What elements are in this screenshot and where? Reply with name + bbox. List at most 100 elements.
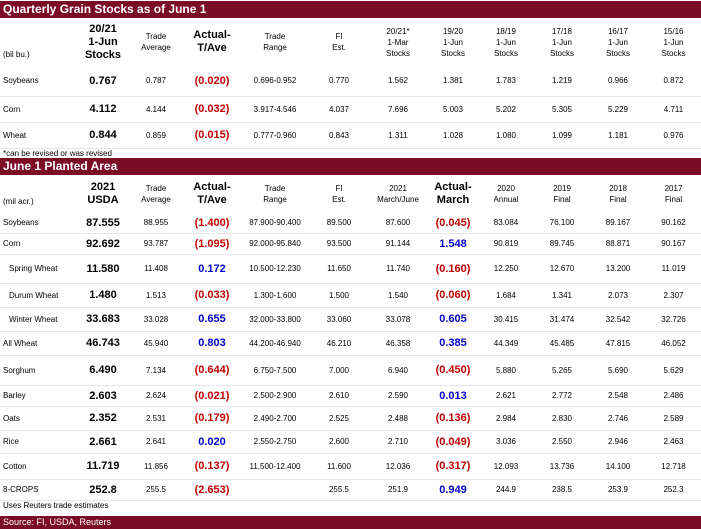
planted-cell: [240, 479, 310, 501]
planted-cell: 255.5: [128, 479, 184, 501]
stocks-cell: 1.181: [590, 122, 646, 149]
planted-cell: 2.490-2.700: [240, 406, 310, 431]
planted-cell: 90.162: [646, 213, 701, 234]
planted-cell: 1.548: [428, 233, 478, 255]
stocks-row-label: Soybeans: [0, 66, 78, 97]
planted-header-line: (mil acr.): [3, 197, 34, 206]
planted-cell: 12.036: [368, 453, 428, 480]
planted-cell: 255.5: [310, 479, 368, 501]
stocks-header-row: (bil bu.) 20/21 1-Jun Stocks Trade Average Act…: [0, 18, 701, 66]
planted-cell: 76.100: [534, 213, 590, 234]
planted-cell: 2.525: [310, 406, 368, 431]
stocks-header-line: 20/21: [89, 22, 117, 35]
stocks-cell: (0.015): [184, 122, 240, 149]
stocks-cell: 5.305: [534, 96, 590, 123]
planted-row-label: Winter Wheat: [0, 307, 78, 332]
stocks-row-label: Corn: [0, 96, 78, 123]
planted-row-label: Sorghum: [0, 355, 78, 386]
stocks-row-label: Wheat: [0, 122, 78, 149]
planted-cell: 12.250: [478, 254, 534, 284]
planted-cell: 33.060: [310, 307, 368, 332]
planted-cell: 0.385: [428, 331, 478, 356]
planted-cell: 12.093: [478, 453, 534, 480]
planted-cell: 46.052: [646, 331, 701, 356]
planted-header-line: Annual: [493, 195, 519, 204]
planted-cell: 2.772: [534, 385, 590, 407]
stocks-note: *can be revised or was revised: [3, 148, 112, 158]
planted-row: Oats 2.352 2.531 (0.179) 2.490-2.700 2.525 2.4…: [0, 406, 701, 431]
planted-cell: 32.726: [646, 307, 701, 332]
planted-header-line: Range: [263, 195, 287, 204]
planted-header-line: 2021: [90, 181, 116, 193]
planted-row: Barley 2.603 2.624 (0.021) 2.500-2.900 2.610 2…: [0, 385, 701, 407]
planted-cell: (0.021): [184, 385, 240, 407]
stocks-cell: 7.696: [368, 96, 428, 123]
stocks-cell: 0.872: [646, 66, 701, 97]
planted-cell: 0.013: [428, 385, 478, 407]
planted-cell: (0.179): [184, 406, 240, 431]
planted-cell: 1.500: [310, 283, 368, 308]
planted-title-bar: June 1 Planted Area: [0, 158, 701, 175]
planted-cell: 90.167: [646, 233, 701, 255]
source-bar: Source: FI, USDA, Reuters: [0, 516, 701, 529]
planted-header-cell: Trade Range: [240, 175, 310, 213]
planted-header-line: Final: [664, 195, 683, 204]
planted-cell: 3.036: [478, 430, 534, 454]
stocks-header-cell: 20/21 1-Jun Stocks: [78, 18, 128, 66]
stocks-header-line: 1-Jun: [88, 35, 118, 48]
planted-cell: 11.719: [78, 453, 128, 480]
planted-cell: 45.940: [128, 331, 184, 356]
planted-cell: 87.555: [78, 213, 128, 234]
planted-note-row: Uses Reuters trade estimates: [0, 500, 701, 511]
stocks-cell: 4.112: [78, 96, 128, 123]
planted-header-cell: 2017 Final: [646, 175, 701, 213]
stocks-header-line: Stocks: [385, 48, 410, 58]
planted-row: 8-CROPS 252.8 255.5 (2.653) 255.5 251.9 0.949 2…: [0, 479, 701, 501]
stocks-cell: 1.783: [478, 66, 534, 97]
planted-row: Winter Wheat 33.683 33.028 0.655 32.000-33.8…: [0, 307, 701, 332]
stocks-header-line: 20/21*: [386, 26, 410, 36]
planted-row-label: 8-CROPS: [0, 479, 78, 501]
stocks-header-cell: 15/16 1-Jun Stocks: [646, 18, 701, 66]
planted-cell: 2.746: [590, 406, 646, 431]
planted-row-label: Cotton: [0, 453, 78, 480]
planted-cell: 2.590: [368, 385, 428, 407]
planted-header-line: 2019: [553, 184, 571, 193]
planted-cell: 11.580: [78, 254, 128, 284]
planted-cell: (0.160): [428, 254, 478, 284]
stocks-header-line: Stocks: [605, 48, 630, 58]
planted-header-cell: 2018 Final: [590, 175, 646, 213]
stocks-header-cell: FI Est.: [310, 18, 368, 66]
planted-cell: 2.500-2.900: [240, 385, 310, 407]
planted-cell: 252.3: [646, 479, 701, 501]
planted-cell: 252.8: [78, 479, 128, 501]
planted-cell: 11.650: [310, 254, 368, 284]
planted-cell: 93.500: [310, 233, 368, 255]
planted-cell: 1.480: [78, 283, 128, 308]
planted-cell: 1.300-1.600: [240, 283, 310, 308]
planted-cell: 5.690: [590, 355, 646, 386]
stocks-header-line: 1-Jun: [607, 37, 628, 47]
stocks-cell: 0.843: [310, 122, 368, 149]
stocks-header-line: Trade: [145, 32, 167, 41]
planted-cell: 1.684: [478, 283, 534, 308]
planted-header-line: Actual-: [434, 181, 472, 193]
planted-header-line: T/Ave: [197, 194, 227, 206]
stocks-cell: 0.770: [310, 66, 368, 97]
planted-header-line: USDA: [87, 194, 119, 206]
planted-cell: 92.692: [78, 233, 128, 255]
planted-cell: 44.200-46.940: [240, 331, 310, 356]
stocks-cell: 0.767: [78, 66, 128, 97]
planted-cell: 92.000-95.840: [240, 233, 310, 255]
stocks-header-cell: Actual- T/Ave: [184, 18, 240, 66]
planted-cell: 2.621: [478, 385, 534, 407]
planted-cell: 2.531: [128, 406, 184, 431]
planted-header-line: Trade: [145, 184, 167, 193]
planted-cell: 90.819: [478, 233, 534, 255]
stocks-header-line: 1-Jun: [663, 37, 684, 47]
planted-cell: 33.028: [128, 307, 184, 332]
stocks-cell: 3.917-4.546: [240, 96, 310, 123]
stocks-row: Corn 4.112 4.144 (0.032) 3.917-4.546 4.037 7.6…: [0, 96, 701, 123]
planted-header-line: Final: [609, 195, 627, 204]
source-text: Source: FI, USDA, Reuters: [3, 517, 112, 527]
